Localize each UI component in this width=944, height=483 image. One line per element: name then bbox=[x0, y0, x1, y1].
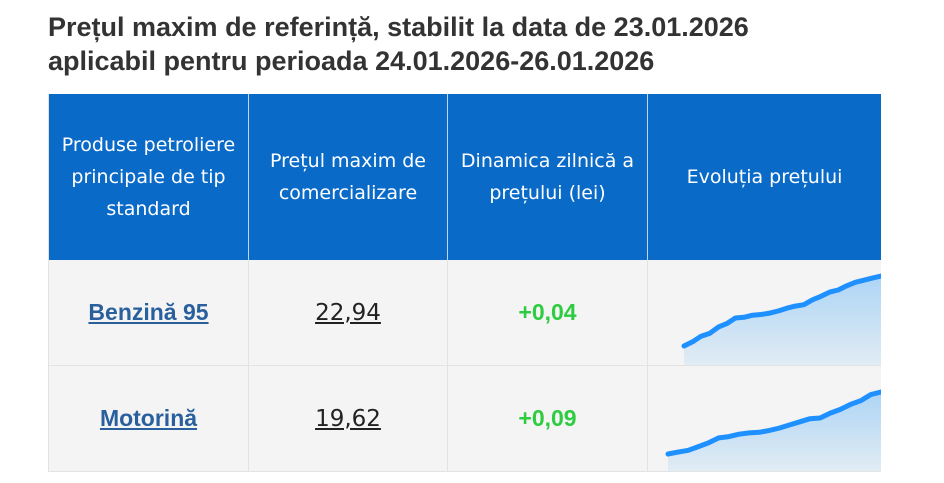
page-title: Prețul maxim de referință, stabilit la d… bbox=[48, 10, 928, 78]
cell-divider bbox=[647, 260, 648, 365]
header-daily-change: Dinamica zilnică a prețului (lei) bbox=[460, 150, 635, 204]
header-products: Produse petroliere principale de tip sta… bbox=[61, 134, 236, 220]
price-value[interactable]: 22,94 bbox=[315, 299, 381, 326]
header-max-price: Prețul maxim de comercializare bbox=[270, 150, 426, 204]
delta-value: +0,09 bbox=[518, 405, 577, 431]
cell-divider bbox=[447, 366, 448, 471]
delta-cell: +0,04 bbox=[448, 260, 647, 365]
trend-cell bbox=[648, 260, 881, 365]
price-trend-sparkline bbox=[665, 389, 881, 471]
cell-divider bbox=[248, 366, 249, 471]
product-cell: Motorină bbox=[49, 366, 248, 471]
trend-cell bbox=[648, 366, 881, 471]
product-cell: Benzină 95 bbox=[49, 260, 248, 365]
price-cell: 22,94 bbox=[249, 260, 447, 365]
header-divider bbox=[447, 94, 448, 260]
table-row-benzina: Benzină 95 22,94 +0,04 bbox=[49, 260, 881, 366]
trend-line bbox=[681, 273, 881, 349]
delta-cell: +0,09 bbox=[448, 366, 647, 471]
title-line-1: Prețul maxim de referință, stabilit la d… bbox=[48, 12, 749, 42]
header-divider bbox=[647, 94, 648, 260]
price-trend-sparkline bbox=[681, 273, 881, 365]
cell-divider bbox=[647, 366, 648, 471]
delta-value: +0,04 bbox=[518, 299, 577, 325]
cell-divider bbox=[248, 260, 249, 365]
product-link-motorina[interactable]: Motorină bbox=[99, 405, 198, 431]
header-price-evolution: Evoluția prețului bbox=[686, 166, 843, 188]
cell-divider bbox=[447, 260, 448, 365]
product-link-benzina-95[interactable]: Benzină 95 bbox=[88, 299, 209, 325]
title-line-2: aplicabil pentru perioada 24.01.2026-26.… bbox=[48, 46, 655, 76]
price-value[interactable]: 19,62 bbox=[315, 405, 381, 432]
table-header-row: Produse petroliere principale de tip sta… bbox=[49, 94, 881, 260]
trend-line bbox=[665, 389, 881, 457]
price-cell: 19,62 bbox=[249, 366, 447, 471]
trend-area bbox=[684, 276, 881, 365]
table-row-motorina: Motorină 19,62 +0,09 bbox=[49, 366, 881, 472]
fuel-price-table: Produse petroliere principale de tip sta… bbox=[48, 94, 881, 472]
header-divider bbox=[248, 94, 249, 260]
